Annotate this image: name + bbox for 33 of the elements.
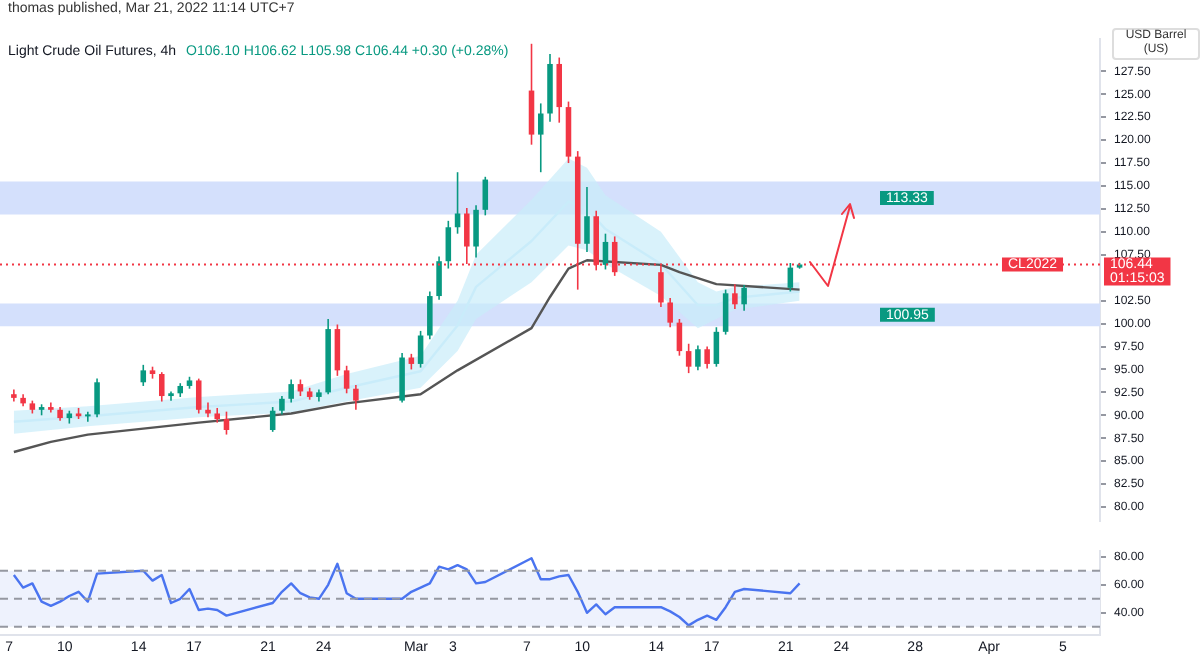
candlestick xyxy=(695,344,701,372)
candlestick xyxy=(353,384,359,411)
candlestick xyxy=(399,352,405,404)
candlestick xyxy=(704,345,710,370)
candlestick xyxy=(168,390,174,402)
candlestick xyxy=(556,56,563,124)
candlestick xyxy=(667,297,673,329)
candlestick xyxy=(158,371,165,403)
candlestick xyxy=(48,401,54,414)
candlestick xyxy=(722,288,729,336)
candlestick xyxy=(85,410,91,423)
candlestick xyxy=(732,283,738,310)
candlestick xyxy=(445,220,452,270)
candlestick xyxy=(713,326,720,368)
candlestick xyxy=(528,42,535,146)
candlestick xyxy=(223,410,230,436)
candlestick xyxy=(741,284,747,312)
candlestick xyxy=(140,364,147,387)
candlestick xyxy=(454,171,461,235)
candlestick xyxy=(195,377,202,415)
candlestick xyxy=(584,186,590,253)
candlestick xyxy=(288,378,294,404)
candlestick xyxy=(279,395,285,416)
candlestick xyxy=(685,342,692,374)
candlestick xyxy=(417,330,424,369)
candlestick xyxy=(205,401,211,418)
candlestick xyxy=(94,377,100,418)
candlestick xyxy=(537,102,544,174)
candlestick xyxy=(427,290,433,340)
candlestick xyxy=(334,323,341,377)
candlestick xyxy=(436,255,442,301)
candlestick xyxy=(473,204,479,259)
candlestick xyxy=(343,364,350,395)
